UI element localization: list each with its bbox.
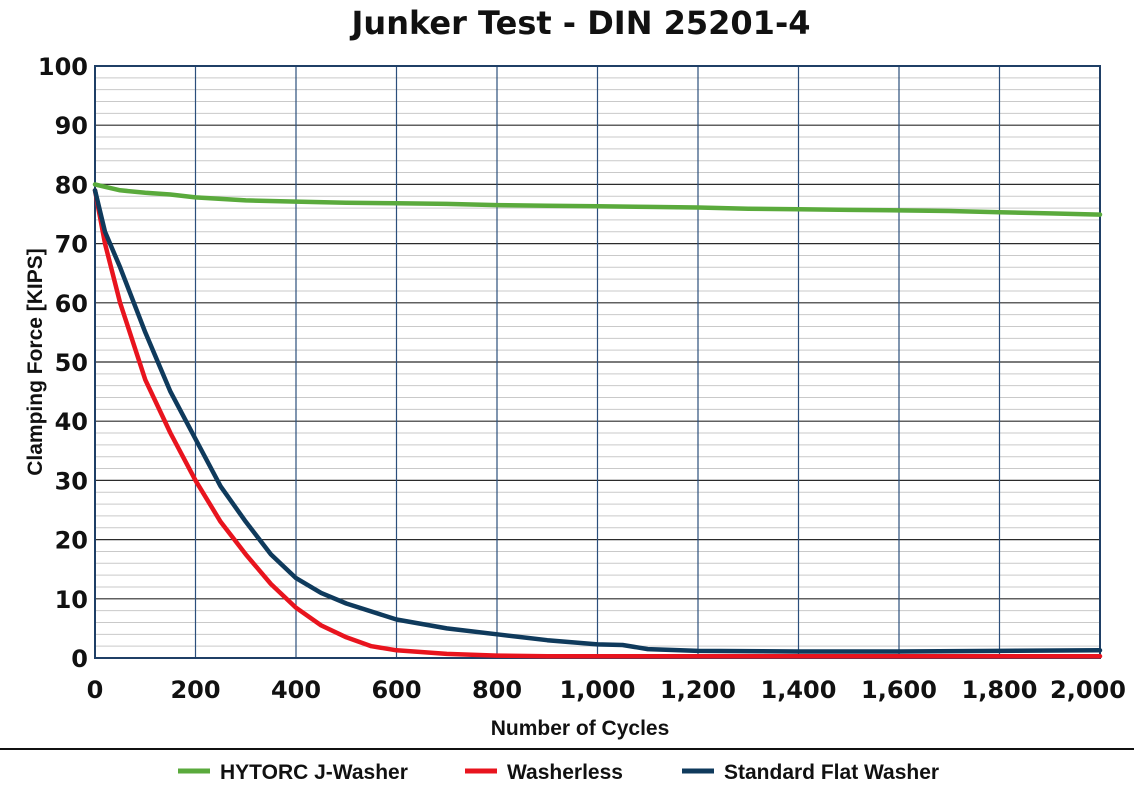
y-tick-labels: 0 10 20 30 40 50 60 70 80 90 100 xyxy=(38,53,88,673)
y-tick-label: 40 xyxy=(55,408,88,436)
chart-title: Junker Test - DIN 25201-4 xyxy=(350,4,811,42)
y-tick-label: 90 xyxy=(55,112,88,140)
series-line xyxy=(92,188,1103,654)
x-tick-label: 1,200 xyxy=(660,676,736,704)
x-tick-label: 2,000 xyxy=(1050,676,1126,704)
y-tick-label: 100 xyxy=(38,53,88,81)
x-tick-label: 0 xyxy=(87,676,104,704)
x-tick-label: 1,400 xyxy=(761,676,837,704)
legend: HYTORC J-Washer Washerless Standard Flat W… xyxy=(178,761,939,784)
grid xyxy=(95,66,1100,658)
series-line xyxy=(92,182,1103,217)
x-tick-label: 600 xyxy=(371,676,421,704)
y-tick-label: 10 xyxy=(55,586,88,614)
series-lines xyxy=(92,182,1103,659)
x-tick-label: 200 xyxy=(170,676,220,704)
y-tick-label: 30 xyxy=(55,467,88,495)
x-tick-label: 800 xyxy=(472,676,522,704)
y-tick-label: 20 xyxy=(55,527,88,555)
legend-label: Standard Flat Washer xyxy=(724,761,939,784)
y-tick-label: 50 xyxy=(55,349,88,377)
y-tick-label: 60 xyxy=(55,290,88,318)
y-axis-label: Clamping Force [KIPS] xyxy=(24,248,47,476)
series-line xyxy=(92,188,1103,659)
x-tick-label: 1,000 xyxy=(560,676,636,704)
x-tick-labels: 0 200 400 600 800 1,000 1,200 1,400 1,600 1,800 2,… xyxy=(87,676,1126,704)
x-tick-label: 1,800 xyxy=(962,676,1038,704)
y-tick-label: 70 xyxy=(55,231,88,259)
y-tick-label: 0 xyxy=(71,645,88,673)
x-tick-label: 1,600 xyxy=(861,676,937,704)
x-tick-label: 400 xyxy=(271,676,321,704)
y-tick-label: 80 xyxy=(55,171,88,199)
x-axis-label: Number of Cycles xyxy=(491,717,670,740)
legend-label: HYTORC J-Washer xyxy=(220,761,408,784)
legend-label: Washerless xyxy=(507,761,623,784)
